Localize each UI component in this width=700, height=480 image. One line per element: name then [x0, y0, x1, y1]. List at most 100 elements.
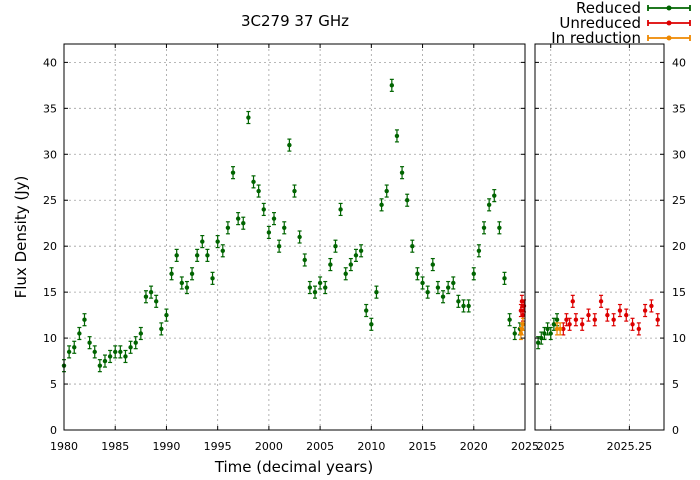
data-point — [143, 294, 149, 299]
data-point — [573, 317, 579, 322]
data-point — [605, 312, 610, 318]
data-point — [138, 331, 144, 336]
data-point — [179, 280, 185, 286]
data-point — [148, 289, 154, 295]
data-point — [159, 326, 164, 332]
data-point — [394, 133, 400, 139]
data-point — [348, 262, 354, 267]
data-point — [461, 303, 466, 309]
data-point — [200, 239, 205, 244]
data-point — [241, 221, 246, 226]
data-point — [476, 248, 482, 253]
data-point — [353, 253, 359, 258]
series-in-reduction-main — [518, 317, 526, 341]
data-point — [235, 216, 241, 221]
data-point — [425, 289, 430, 295]
y-tick-label-right: 20 — [672, 240, 686, 253]
data-point — [655, 317, 660, 322]
y-tick-label-right: 15 — [672, 286, 686, 299]
data-point — [642, 308, 648, 313]
data-point — [225, 225, 231, 231]
zoom-x-tick-label: 2025.25 — [607, 440, 653, 453]
data-point — [554, 317, 560, 322]
data-point — [445, 285, 451, 290]
legend-label: Unreduced — [559, 14, 641, 32]
data-point — [617, 308, 623, 313]
data-point — [128, 345, 133, 350]
y-tick-label-left: 20 — [43, 240, 57, 253]
data-point — [551, 322, 557, 327]
legend-item-unreduced: Unreduced — [559, 14, 691, 32]
data-point — [636, 326, 642, 332]
y-tick-label-right: 40 — [672, 56, 686, 69]
data-point — [338, 207, 343, 212]
data-point — [512, 331, 517, 336]
data-point — [557, 326, 563, 332]
series-reduced-zoom — [535, 313, 560, 350]
data-point — [266, 230, 272, 235]
data-point — [205, 253, 210, 258]
data-point — [154, 299, 159, 304]
data-point — [579, 322, 585, 327]
main-x-tick-label: 2020 — [460, 440, 488, 453]
data-point — [307, 285, 313, 290]
data-point — [261, 207, 266, 212]
legend-item-reduced: Reduced — [576, 0, 691, 17]
legend-marker — [666, 20, 672, 26]
legend-marker — [666, 5, 672, 11]
data-point — [292, 188, 297, 194]
data-point — [497, 225, 502, 231]
data-point — [592, 317, 597, 322]
data-point — [611, 317, 616, 322]
data-point — [328, 262, 333, 267]
data-point — [430, 262, 435, 267]
data-point — [123, 354, 128, 359]
data-point — [118, 349, 123, 355]
legend-label: Reduced — [576, 0, 641, 17]
main-x-tick-label: 2015 — [409, 440, 437, 453]
y-axis-title: Flux Density (Jy) — [12, 176, 30, 299]
data-point — [630, 322, 635, 327]
data-point — [102, 358, 108, 364]
series-layer — [61, 78, 660, 373]
data-point — [323, 285, 328, 290]
data-point — [133, 340, 138, 345]
frame-layer — [63, 43, 665, 431]
data-point — [520, 322, 526, 327]
data-point — [535, 340, 541, 345]
data-point — [194, 253, 200, 258]
data-point — [486, 202, 492, 208]
main-x-tick-label: 1995 — [204, 440, 232, 453]
main-x-tick-label: 2025 — [511, 440, 539, 453]
zoom-x-tick-label: 2025 — [537, 440, 565, 453]
data-point — [466, 303, 471, 309]
data-point — [66, 349, 72, 355]
data-point — [548, 331, 553, 336]
data-point — [456, 299, 461, 304]
data-point — [246, 115, 251, 120]
legend-label: In reduction — [551, 29, 641, 47]
data-point — [410, 243, 415, 249]
legend-item-in-reduction: In reduction — [551, 29, 691, 47]
main-x-tick-label: 1985 — [101, 440, 129, 453]
data-point — [333, 243, 338, 249]
data-point — [189, 271, 195, 276]
y-tick-label-left: 10 — [43, 332, 57, 345]
y-tick-label-right: 10 — [672, 332, 686, 345]
data-point — [169, 271, 174, 276]
data-point — [302, 257, 307, 263]
data-point — [561, 326, 566, 332]
y-tick-label-left: 30 — [43, 148, 57, 161]
data-point — [358, 248, 364, 253]
data-point — [507, 317, 512, 322]
data-point — [287, 142, 292, 148]
data-point — [87, 340, 92, 345]
data-point — [113, 349, 118, 355]
x-axis-title: Time (decimal years) — [214, 458, 373, 476]
data-point — [404, 198, 410, 203]
data-point — [184, 285, 190, 290]
data-point — [521, 303, 527, 309]
data-point — [567, 322, 572, 327]
y-tick-label-left: 5 — [50, 378, 57, 391]
data-point — [92, 349, 97, 355]
